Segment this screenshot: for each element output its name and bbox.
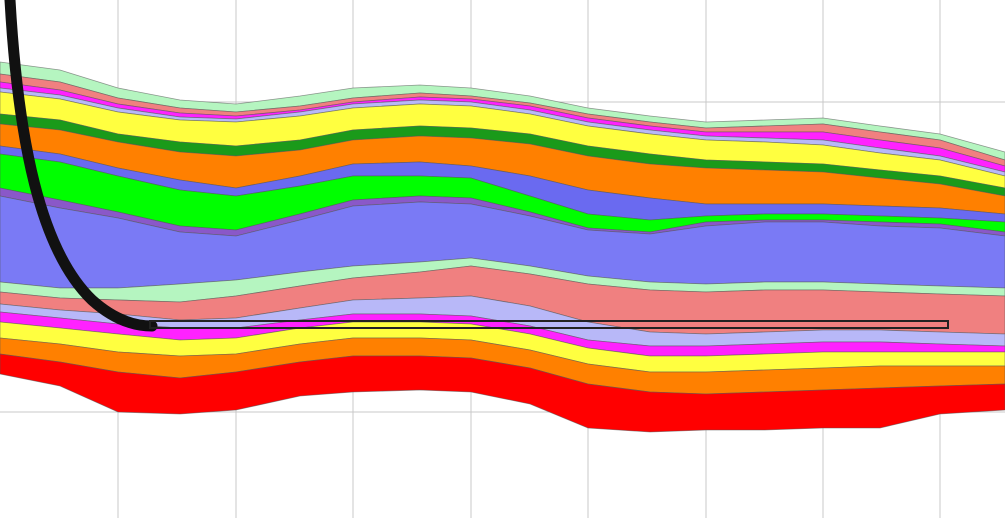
- wellbore-lateral-section[interactable]: [149, 320, 949, 329]
- wellbore-trajectory[interactable]: [4, 0, 949, 332]
- layer-red: [0, 353, 1005, 433]
- wellbore-build-section[interactable]: [4, 0, 158, 332]
- stratigraphic-layers: [0, 61, 1005, 433]
